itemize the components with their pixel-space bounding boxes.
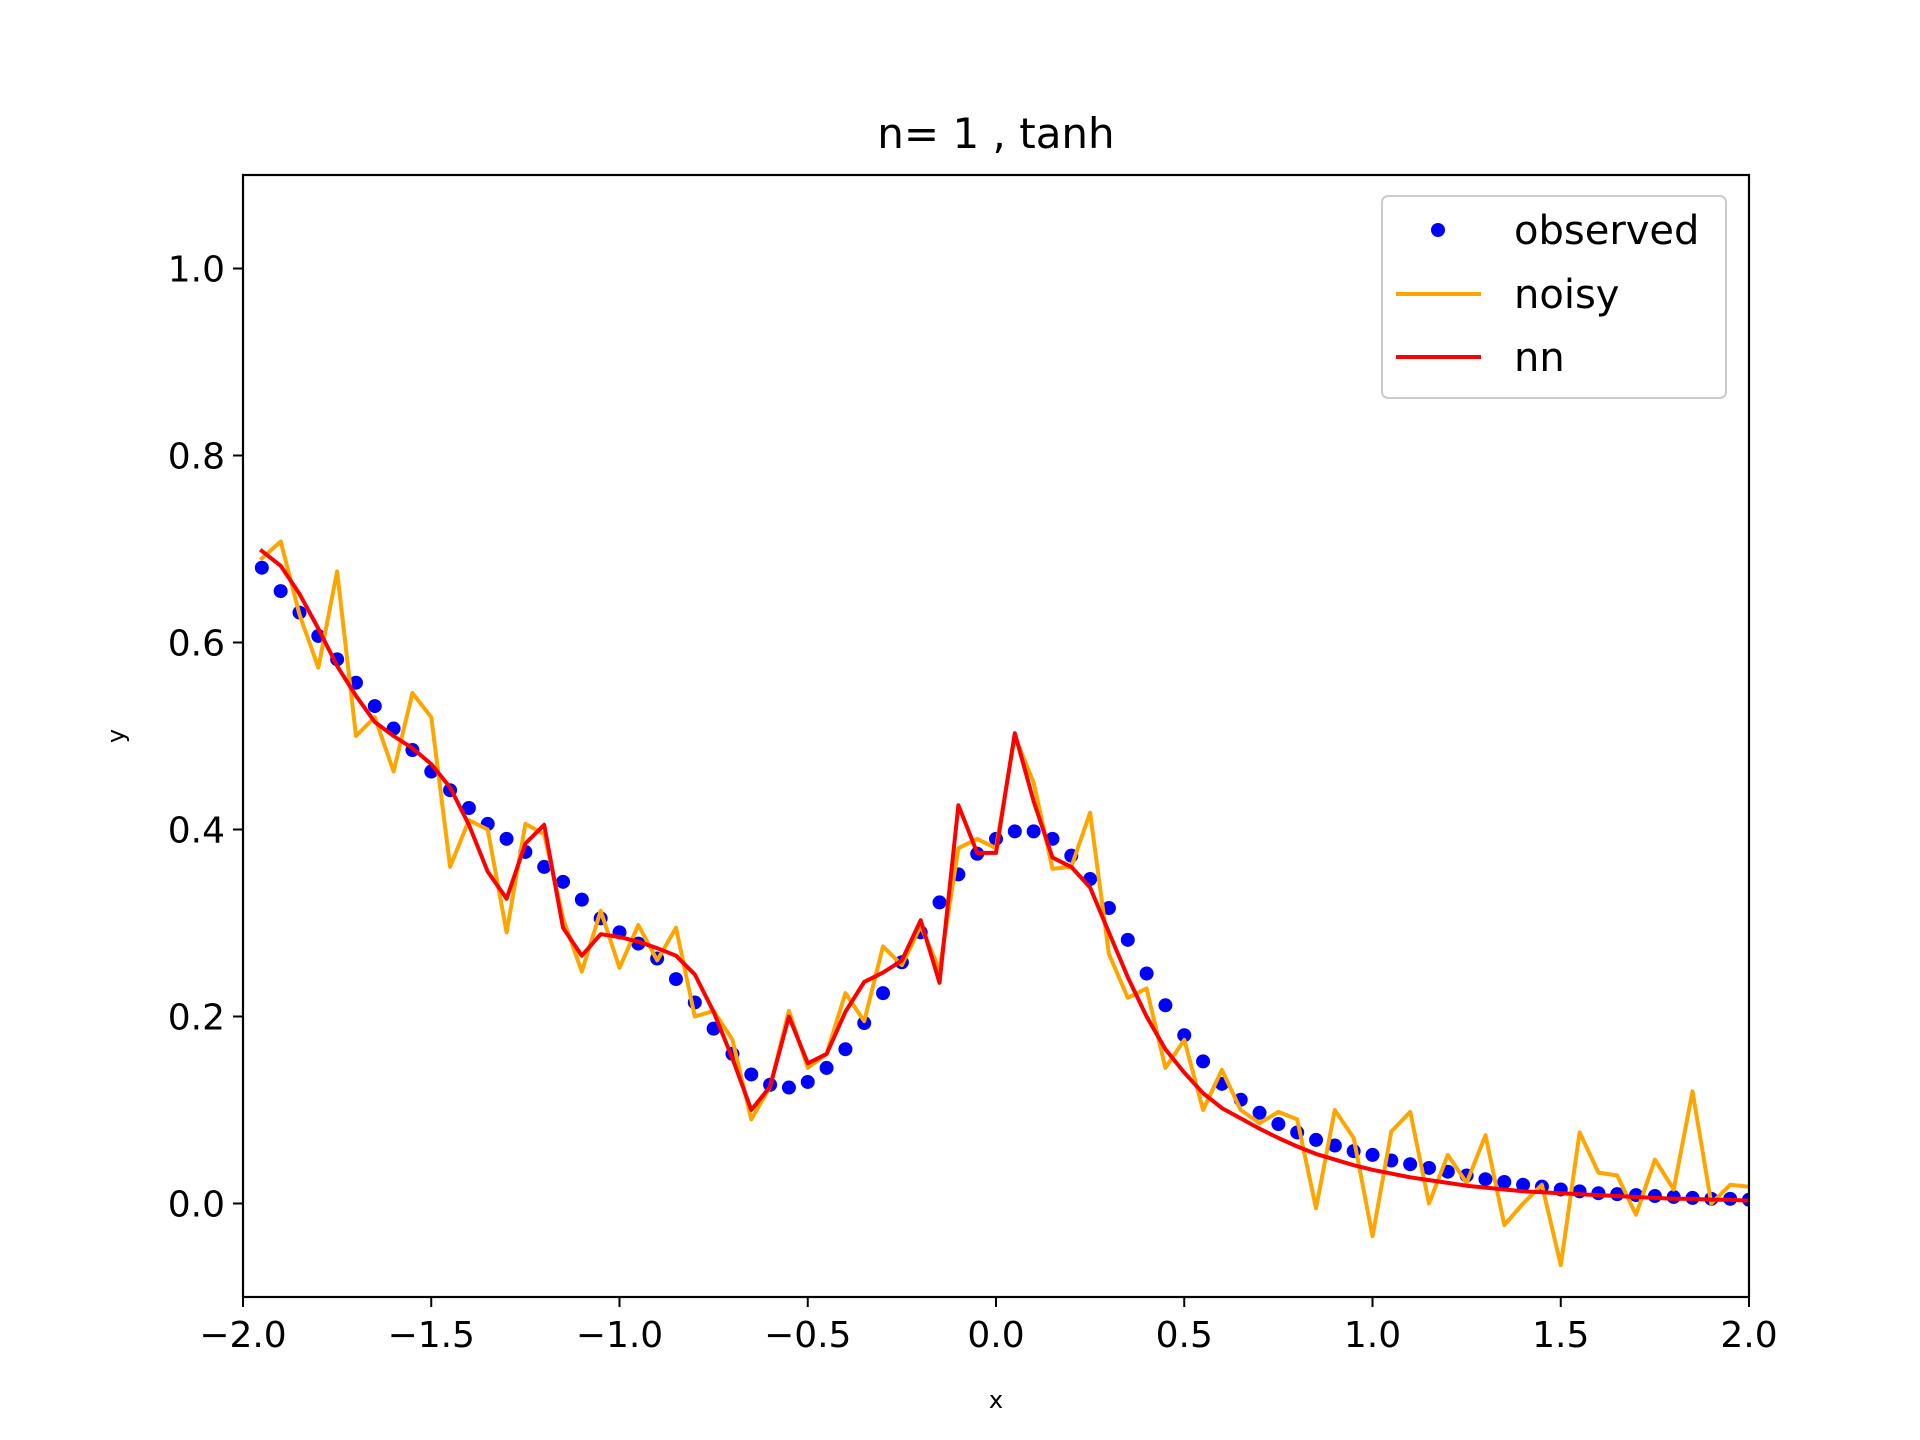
observed-point xyxy=(1327,1138,1342,1153)
observed-point xyxy=(1421,1160,1436,1175)
legend-marker-observed xyxy=(1431,223,1445,237)
y-tick-label: 0.4 xyxy=(168,811,225,852)
x-tick-label: 0.0 xyxy=(967,1315,1024,1356)
observed-point xyxy=(1007,824,1022,839)
observed-point xyxy=(1026,824,1041,839)
observed-point xyxy=(932,895,947,910)
observed-point xyxy=(1309,1132,1324,1147)
observed-point xyxy=(1271,1117,1286,1132)
observed-point xyxy=(1158,998,1173,1013)
x-tick-label: 0.5 xyxy=(1156,1315,1213,1356)
y-axis: 0.0 0.2 0.4 0.6 0.8 1.0 xyxy=(168,250,243,1226)
observed-point xyxy=(1403,1157,1418,1172)
plot-area xyxy=(241,173,1751,1299)
series-layer xyxy=(254,539,1749,1268)
y-tick-label: 0.8 xyxy=(168,437,225,478)
x-tick-label: −1.5 xyxy=(388,1315,475,1356)
x-axis: −2.0 −1.5 −1.0 −0.5 0.0 0.5 1.0 1.5 2.0 xyxy=(199,1297,1778,1356)
x-tick-label: 2.0 xyxy=(1720,1315,1777,1356)
observed-point xyxy=(1497,1174,1512,1189)
observed-point xyxy=(1177,1028,1192,1043)
observed-point xyxy=(668,972,683,987)
chart-title: n= 1 , tanh xyxy=(877,109,1114,158)
observed-point xyxy=(537,859,552,874)
observed-point xyxy=(744,1067,759,1082)
x-tick-label: 1.5 xyxy=(1532,1315,1589,1356)
x-tick-label: −2.0 xyxy=(199,1315,286,1356)
observed-point xyxy=(800,1074,815,1089)
y-tick-label: 0.2 xyxy=(168,998,225,1039)
observed-point xyxy=(876,986,891,1001)
legend: observed noisy nn xyxy=(1381,195,1727,399)
observed-point xyxy=(1101,901,1116,916)
legend-label-noisy: noisy xyxy=(1514,272,1619,318)
observed-point xyxy=(461,800,476,815)
observed-point xyxy=(499,831,514,846)
observed-point xyxy=(781,1080,796,1095)
legend-label-observed: observed xyxy=(1514,208,1699,254)
observed-point xyxy=(1516,1177,1531,1192)
x-axis-label: x xyxy=(989,1386,1003,1414)
observed-point xyxy=(348,675,363,690)
observed-point xyxy=(1365,1147,1380,1162)
legend-label-nn: nn xyxy=(1514,335,1565,381)
observed-point xyxy=(819,1060,834,1075)
y-tick-label: 0.6 xyxy=(168,624,225,665)
observed-point xyxy=(1196,1054,1211,1069)
y-tick-label: 0.0 xyxy=(168,1185,225,1226)
observed-point xyxy=(254,560,269,575)
y-axis-label: y xyxy=(102,729,130,743)
nn-series-line xyxy=(258,548,1749,1203)
observed-point xyxy=(1139,966,1154,981)
observed-point xyxy=(556,874,571,889)
observed-point xyxy=(574,892,589,907)
observed-point xyxy=(1252,1105,1267,1120)
x-tick-label: −0.5 xyxy=(764,1315,851,1356)
observed-point xyxy=(273,584,288,599)
y-tick-label: 1.0 xyxy=(168,250,225,291)
observed-point xyxy=(1478,1172,1493,1187)
observed-point xyxy=(1120,932,1135,947)
observed-point xyxy=(838,1042,853,1057)
observed-point xyxy=(367,699,382,714)
legend-box xyxy=(1381,195,1727,399)
x-tick-label: 1.0 xyxy=(1344,1315,1401,1356)
x-tick-label: −1.0 xyxy=(576,1315,663,1356)
